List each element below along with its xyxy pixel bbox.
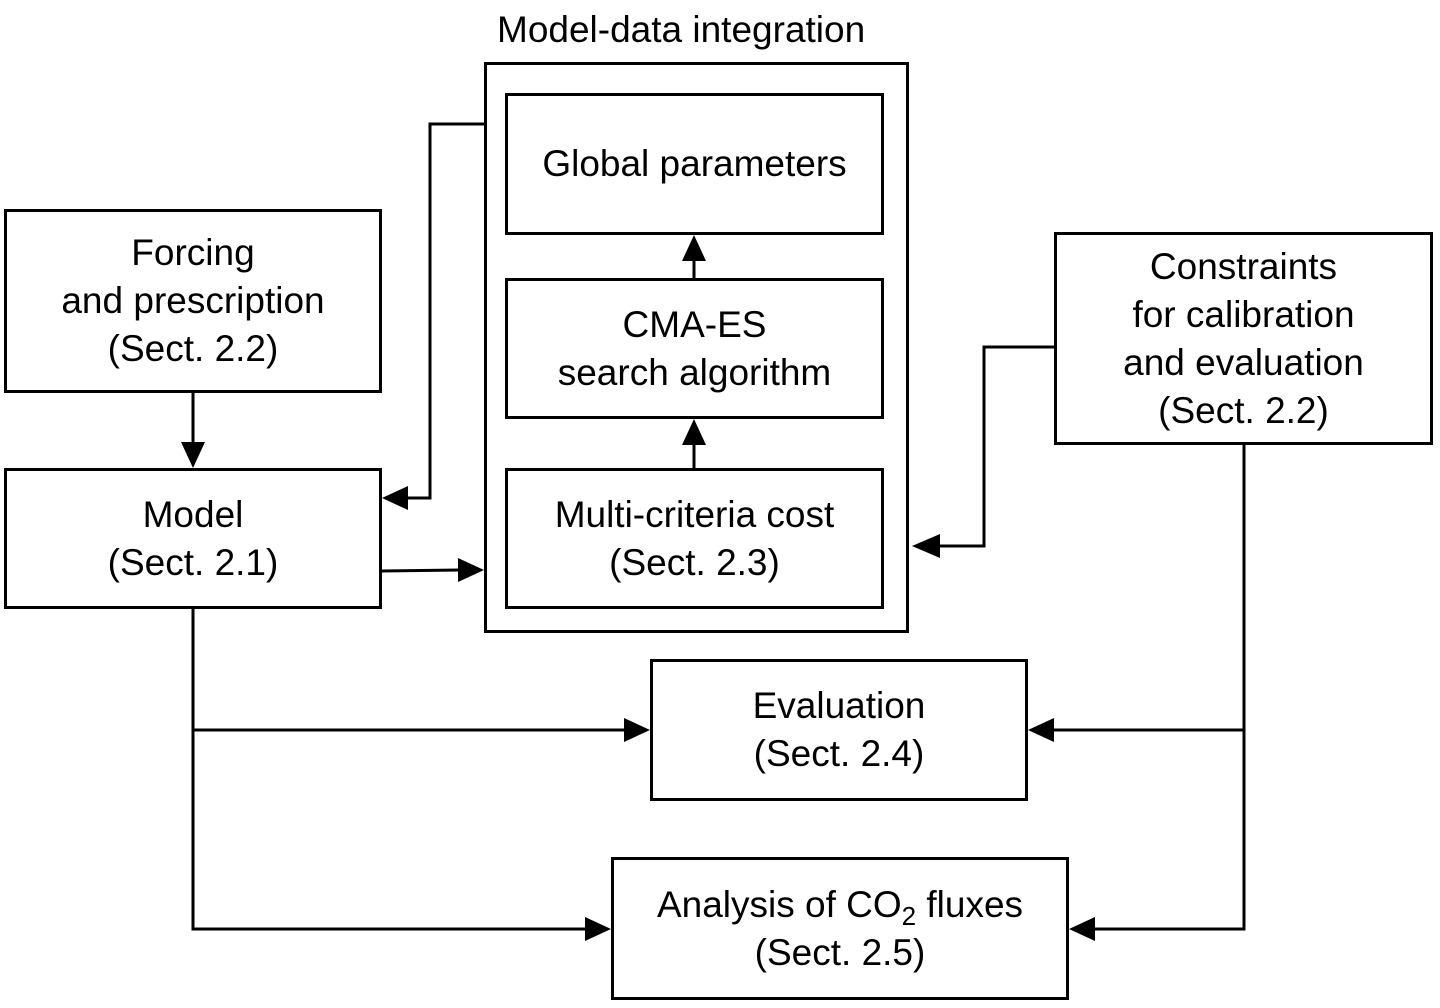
arrowhead-evaluation-left — [624, 718, 650, 742]
analysis-line1-post: fluxes — [916, 883, 1024, 925]
model-line1: Model — [142, 493, 244, 535]
analysis-box: Analysis of CO2 fluxes (Sect. 2.5) — [611, 857, 1069, 1000]
evaluation-box: Evaluation (Sect. 2.4) — [650, 659, 1028, 801]
model-line2: (Sect. 2.1) — [107, 541, 279, 583]
global-parameters-line1: Global parameters — [542, 143, 847, 184]
arrowhead-analysis-left — [585, 917, 611, 941]
constraints-line4: (Sect. 2.2) — [1158, 389, 1329, 431]
arrow-group-to-model — [405, 122, 484, 500]
arrowhead-model-left-in — [382, 486, 408, 510]
arrowhead-cost-right — [912, 534, 940, 558]
constraints-line3: and evaluation — [1123, 341, 1364, 383]
global-parameters-box: Global parameters — [505, 93, 884, 235]
arrowhead-global-bottom — [682, 235, 706, 261]
cost-line2: (Sect. 2.3) — [609, 541, 780, 583]
analysis-line1-sub: 2 — [901, 900, 917, 931]
cost-box: Multi-criteria cost (Sect. 2.3) — [505, 468, 884, 609]
arrow-constraints-to-evaluation — [1051, 445, 1246, 732]
analysis-line1: Analysis of CO2 fluxes — [657, 881, 1023, 929]
analysis-line1-pre: Analysis of CO — [656, 883, 902, 925]
cma-es-line2: search algorithm — [557, 351, 832, 393]
model-box: Model (Sect. 2.1) — [4, 468, 382, 609]
arrow-model-to-analysis — [191, 730, 588, 931]
constraints-box: Constraints for calibration and evaluati… — [1054, 232, 1433, 445]
forcing-line3: (Sect. 2.2) — [107, 328, 279, 369]
cma-es-box: CMA-ES search algorithm — [505, 278, 884, 419]
analysis-line2: (Sect. 2.5) — [754, 931, 926, 973]
model-data-integration-group — [484, 62, 909, 633]
arrow-model-to-evaluation — [191, 609, 627, 732]
group-title: Model-data integration — [497, 9, 866, 50]
arrow-constraints-to-analysis — [1092, 730, 1246, 931]
arrow-model-to-group — [381, 568, 461, 573]
constraints-line1: Constraints — [1149, 245, 1338, 287]
evaluation-line2: (Sect. 2.4) — [753, 733, 925, 774]
arrowhead-analysis-right — [1069, 917, 1095, 941]
arrowhead-model-top — [181, 442, 205, 468]
arrowhead-group-left-in — [458, 558, 484, 582]
arrowhead-evaluation-right — [1028, 718, 1054, 742]
cost-line1: Multi-criteria cost — [554, 493, 835, 535]
forcing-box: Forcing and prescription (Sect. 2.2) — [4, 209, 382, 393]
forcing-line2: and prescription — [61, 280, 325, 321]
arrowhead-cmaes-bottom — [682, 419, 706, 445]
forcing-line1: Forcing — [131, 232, 255, 273]
arrow-constraints-to-cost — [938, 345, 1054, 548]
constraints-line2: for calibration — [1132, 293, 1355, 335]
cma-es-line1: CMA-ES — [622, 303, 767, 345]
evaluation-line1: Evaluation — [752, 685, 926, 726]
